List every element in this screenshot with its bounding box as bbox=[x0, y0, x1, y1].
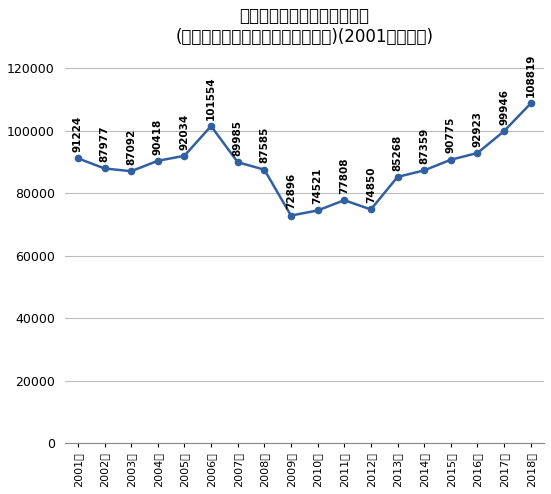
Text: 87092: 87092 bbox=[126, 129, 136, 165]
Text: 77808: 77808 bbox=[339, 158, 349, 194]
Text: 92034: 92034 bbox=[180, 113, 190, 150]
Text: 90775: 90775 bbox=[446, 117, 456, 154]
Text: 87359: 87359 bbox=[419, 128, 429, 164]
Text: 90418: 90418 bbox=[153, 119, 163, 155]
Text: 108819: 108819 bbox=[526, 54, 536, 97]
Text: 74521: 74521 bbox=[312, 168, 323, 204]
Text: 87585: 87585 bbox=[260, 127, 269, 164]
Text: 85268: 85268 bbox=[392, 134, 403, 170]
Text: 72896: 72896 bbox=[286, 173, 296, 209]
Text: 99946: 99946 bbox=[499, 89, 509, 125]
Title: 給与所得者からの所得税税額
(国税庁把握分、総額、年間、億円)(2001年分以降): 給与所得者からの所得税税額 (国税庁把握分、総額、年間、億円)(2001年分以降… bbox=[175, 7, 433, 46]
Text: 74850: 74850 bbox=[366, 166, 376, 203]
Text: 92923: 92923 bbox=[472, 111, 483, 147]
Text: 89985: 89985 bbox=[233, 120, 242, 156]
Text: 101554: 101554 bbox=[206, 76, 216, 120]
Text: 87977: 87977 bbox=[100, 125, 110, 162]
Text: 91224: 91224 bbox=[73, 116, 83, 152]
